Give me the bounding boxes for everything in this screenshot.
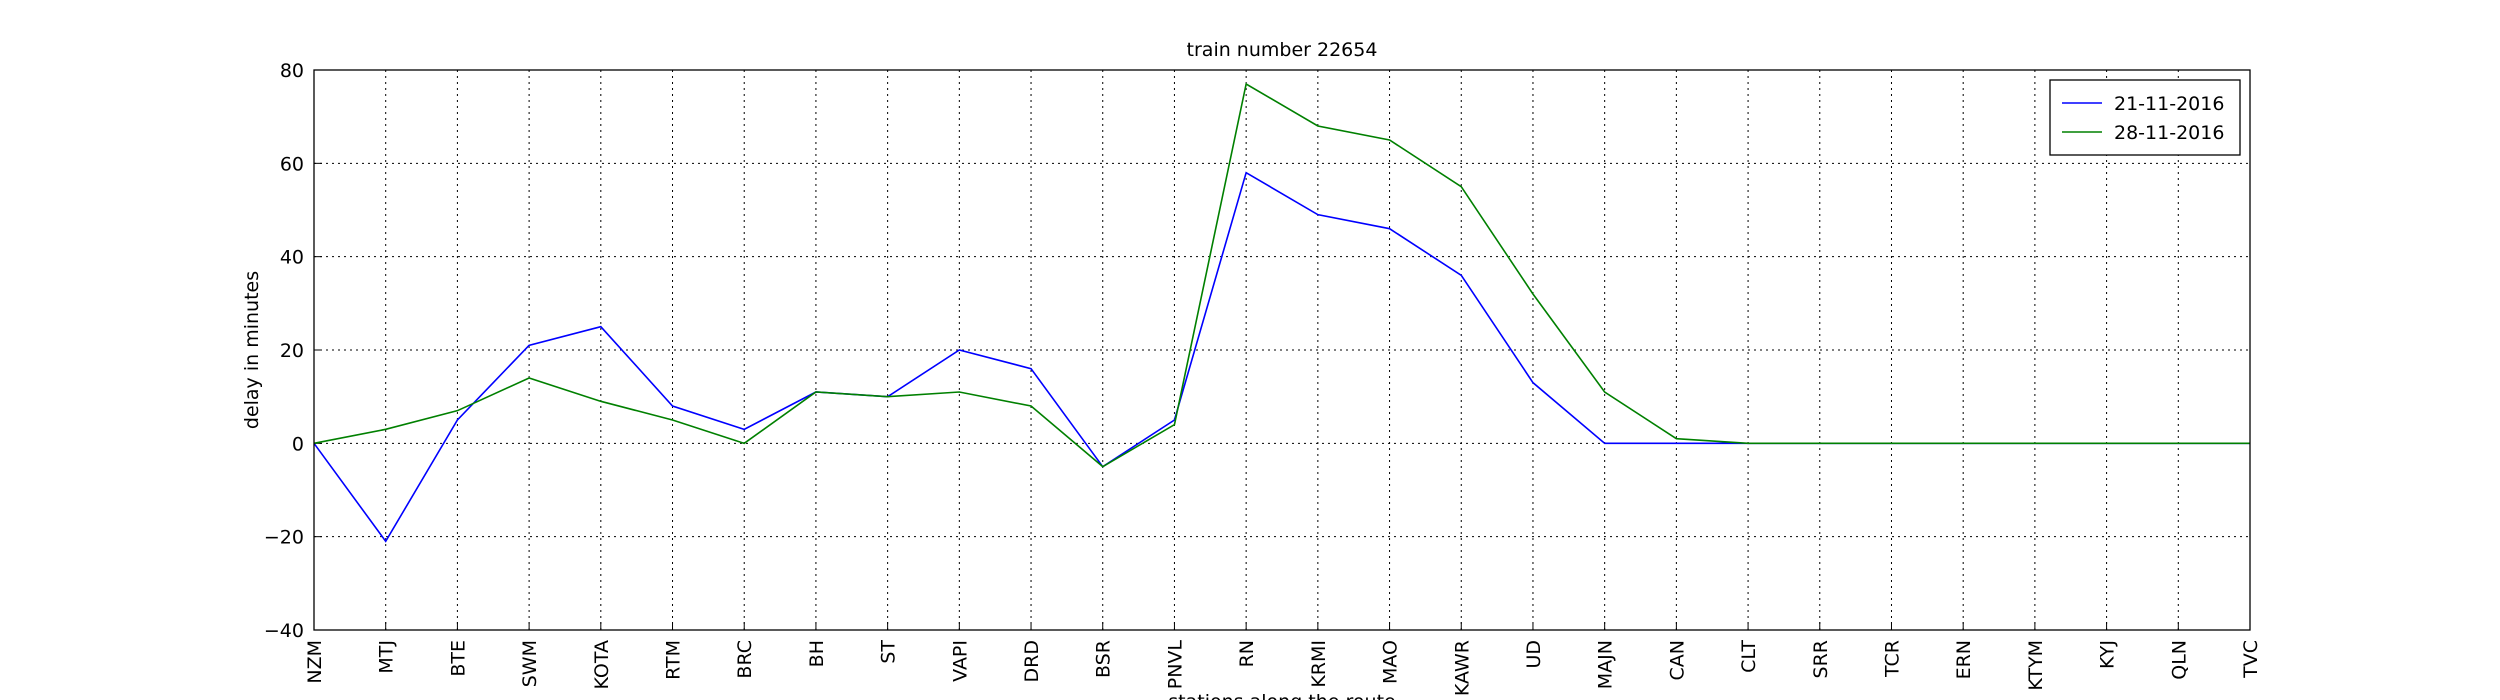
x-tick-label: KTYM xyxy=(2025,640,2047,691)
x-tick-label: KYJ xyxy=(2097,640,2119,669)
y-tick-label: −40 xyxy=(264,620,304,642)
x-tick-label: DRD xyxy=(1021,640,1043,682)
x-tick-label: RN xyxy=(1236,640,1258,667)
x-tick-label: KOTA xyxy=(591,640,613,690)
x-tick-label: QLN xyxy=(2168,640,2190,680)
x-tick-label: RTM xyxy=(663,640,685,680)
x-tick-label: BH xyxy=(806,640,828,667)
x-tick-label: CLT xyxy=(1738,640,1760,673)
x-tick-label: VAPI xyxy=(949,640,971,682)
legend-label: 28-11-2016 xyxy=(2114,122,2224,144)
x-tick-label: BTE xyxy=(447,640,469,677)
series-line xyxy=(313,82,2250,468)
chart-title: train number 22654 xyxy=(1187,39,1378,61)
x-tick-label: SRR xyxy=(1810,640,1832,678)
y-axis-label: delay in minutes xyxy=(241,271,263,429)
x-tick-label: CAN xyxy=(1666,640,1688,680)
x-tick-label: PNVL xyxy=(1164,640,1186,690)
x-tick-label: MTJ xyxy=(376,640,398,674)
x-tick-label: UD xyxy=(1523,640,1545,669)
x-tick-label: KAWR xyxy=(1451,640,1473,696)
x-tick-label: KRMI xyxy=(1308,640,1330,688)
y-tick-label: 60 xyxy=(280,153,304,175)
x-tick-label: MAJN xyxy=(1595,640,1617,689)
x-tick-label: SWM xyxy=(519,640,541,687)
x-tick-label: BRC xyxy=(734,640,756,679)
x-tick-label: MAO xyxy=(1380,640,1402,684)
series-line xyxy=(313,171,2250,543)
y-tick-label: 40 xyxy=(280,247,304,269)
legend-label: 21-11-2016 xyxy=(2114,93,2224,115)
x-tick-label: ERN xyxy=(1953,640,1975,679)
plot-frame xyxy=(313,69,2251,631)
y-tick-label: −20 xyxy=(264,527,304,549)
x-axis-label: stations along the route xyxy=(1168,691,1395,700)
x-tick-label: TVC xyxy=(2240,640,2262,679)
legend-box xyxy=(2049,79,2241,156)
y-tick-label: 20 xyxy=(280,340,304,362)
y-tick-label: 0 xyxy=(292,433,304,455)
x-tick-label: BSR xyxy=(1093,640,1115,678)
y-tick-label: 80 xyxy=(280,60,304,82)
x-tick-label: TCR xyxy=(1881,640,1903,678)
x-tick-label: ST xyxy=(878,640,900,664)
x-tick-label: NZM xyxy=(304,640,326,684)
